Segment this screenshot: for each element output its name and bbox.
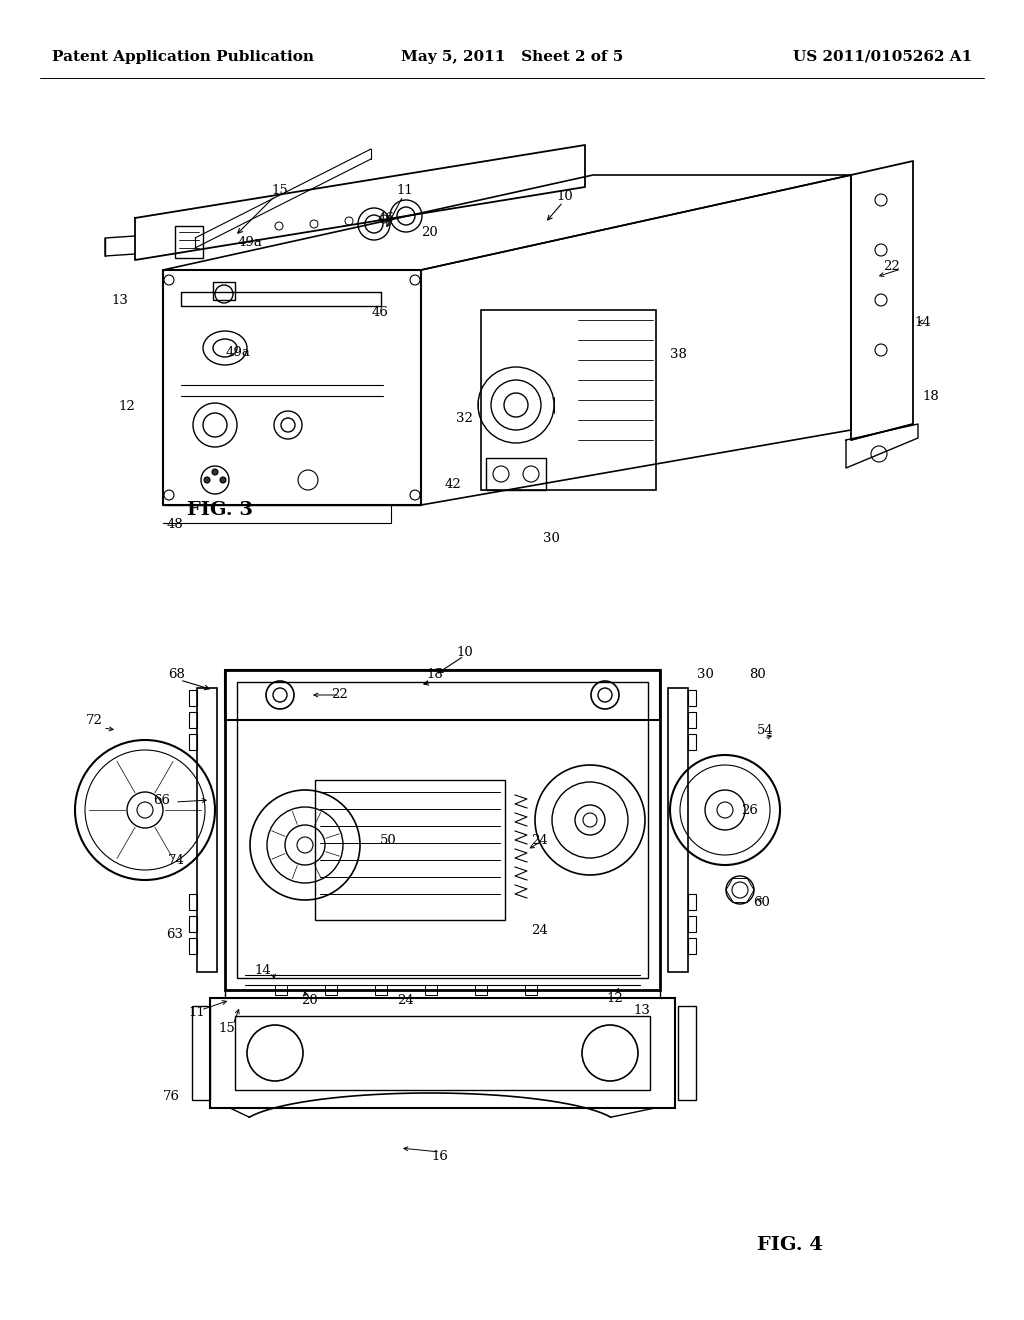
Text: 49a: 49a (238, 235, 262, 248)
Bar (189, 939, 197, 954)
Text: 50: 50 (380, 833, 396, 846)
Text: Patent Application Publication: Patent Application Publication (52, 50, 314, 63)
Text: 49a: 49a (225, 346, 251, 359)
Text: 20: 20 (421, 226, 437, 239)
Bar (234, 1016, 650, 1090)
Text: 66: 66 (153, 793, 170, 807)
Text: 11: 11 (188, 1006, 206, 1019)
Bar (189, 894, 197, 909)
Bar (668, 688, 688, 972)
Bar (315, 780, 505, 920)
Text: 12: 12 (606, 991, 624, 1005)
Text: 38: 38 (670, 348, 686, 362)
Bar (189, 916, 197, 932)
Bar (189, 734, 197, 750)
Text: FIG. 4: FIG. 4 (757, 1236, 823, 1254)
Bar (325, 985, 337, 995)
Bar (475, 985, 487, 995)
Text: 30: 30 (696, 668, 714, 681)
Text: 15: 15 (271, 183, 289, 197)
Text: 30: 30 (543, 532, 559, 544)
Circle shape (204, 477, 210, 483)
Bar (688, 690, 696, 706)
Bar (425, 985, 437, 995)
Bar (275, 985, 287, 995)
Bar (481, 310, 656, 490)
Bar (175, 226, 203, 257)
Text: 48: 48 (166, 519, 183, 532)
Circle shape (212, 469, 218, 475)
Bar (237, 682, 648, 978)
Text: 10: 10 (457, 645, 473, 659)
Text: 24: 24 (531, 924, 549, 936)
Text: 15: 15 (219, 1022, 236, 1035)
Bar (678, 1006, 696, 1100)
Text: 13: 13 (634, 1003, 650, 1016)
Text: 16: 16 (431, 1150, 449, 1163)
Text: 60: 60 (754, 895, 770, 908)
Bar (688, 939, 696, 954)
Text: 24: 24 (531, 833, 549, 846)
Bar (213, 282, 234, 300)
Text: 22: 22 (332, 689, 348, 701)
Text: 74: 74 (168, 854, 185, 866)
Text: 54: 54 (757, 723, 773, 737)
Text: 22: 22 (883, 260, 899, 273)
Text: 10: 10 (557, 190, 573, 202)
Text: May 5, 2011   Sheet 2 of 5: May 5, 2011 Sheet 2 of 5 (400, 50, 624, 63)
Text: 18: 18 (427, 668, 443, 681)
Text: 76: 76 (163, 1089, 180, 1102)
Text: 12: 12 (118, 400, 135, 413)
Bar (189, 690, 197, 706)
Text: 26: 26 (741, 804, 759, 817)
Bar (525, 985, 537, 995)
Bar (688, 734, 696, 750)
Text: 11: 11 (396, 183, 414, 197)
Text: 32: 32 (456, 412, 473, 425)
Text: 68: 68 (169, 668, 185, 681)
Text: 14: 14 (914, 315, 932, 329)
Bar (375, 985, 387, 995)
Text: 63: 63 (166, 928, 183, 941)
Text: 46: 46 (378, 211, 394, 224)
Bar (225, 671, 660, 719)
Bar (210, 998, 675, 1107)
Bar (688, 916, 696, 932)
Text: 80: 80 (750, 668, 766, 681)
Text: US 2011/0105262 A1: US 2011/0105262 A1 (793, 50, 972, 63)
Text: 72: 72 (86, 714, 103, 726)
Bar (189, 711, 197, 729)
Text: 42: 42 (444, 479, 461, 491)
Text: 18: 18 (923, 389, 939, 403)
Text: 14: 14 (255, 964, 271, 977)
Text: 24: 24 (396, 994, 414, 1006)
Bar (688, 711, 696, 729)
Text: 13: 13 (112, 293, 128, 306)
Text: FIG. 3: FIG. 3 (187, 502, 253, 519)
Circle shape (220, 477, 226, 483)
Text: 20: 20 (302, 994, 318, 1006)
Bar (197, 688, 217, 972)
Bar (688, 894, 696, 909)
Bar (486, 458, 546, 490)
Bar (193, 1006, 210, 1100)
Bar (225, 671, 660, 990)
Text: 46: 46 (372, 305, 388, 318)
